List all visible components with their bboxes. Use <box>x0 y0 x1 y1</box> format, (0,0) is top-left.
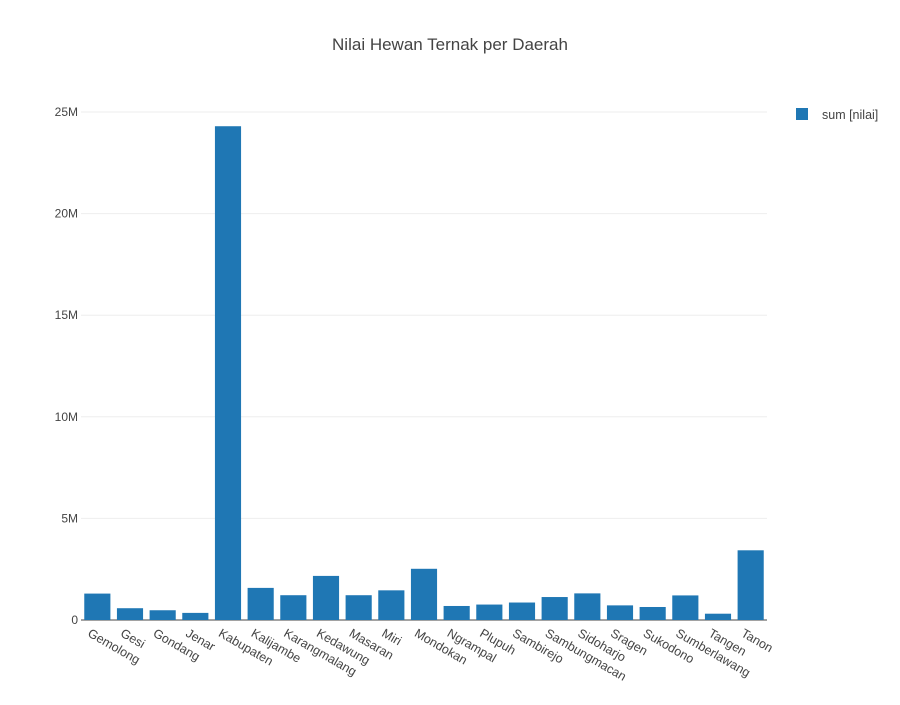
bars <box>84 126 764 620</box>
bar[interactable] <box>116 608 144 620</box>
bar[interactable] <box>737 550 764 620</box>
legend-swatch <box>796 108 808 120</box>
bar[interactable] <box>247 587 274 620</box>
bar[interactable] <box>704 613 732 620</box>
chart-title: Nilai Hewan Ternak per Daerah <box>332 35 568 54</box>
bar[interactable] <box>639 606 666 620</box>
bar[interactable] <box>508 602 536 620</box>
y-tick-label: 5M <box>61 511 78 525</box>
bar[interactable] <box>280 595 307 620</box>
bar[interactable] <box>149 610 176 620</box>
bar[interactable] <box>182 612 209 620</box>
bar[interactable] <box>541 597 568 620</box>
bar[interactable] <box>84 593 111 620</box>
y-tick-label: 10M <box>55 410 78 424</box>
y-axis-ticks: 0 5M 10M 15M 20M 25M <box>55 105 79 627</box>
legend[interactable]: sum [nilai] <box>796 108 878 122</box>
bar[interactable] <box>672 595 699 620</box>
bar[interactable] <box>606 605 634 620</box>
bar[interactable] <box>378 590 405 620</box>
bar[interactable] <box>574 593 601 620</box>
bar[interactable] <box>312 575 340 620</box>
legend-label: sum [nilai] <box>822 108 878 122</box>
y-tick-label: 0 <box>71 613 78 627</box>
y-tick-label: 25M <box>55 105 78 119</box>
y-tick-label: 15M <box>55 308 78 322</box>
bar[interactable] <box>476 604 503 620</box>
bar[interactable] <box>345 595 372 620</box>
y-tick-label: 20M <box>55 207 78 221</box>
bar[interactable] <box>410 568 438 620</box>
bar[interactable] <box>443 605 470 620</box>
bar[interactable] <box>214 126 242 620</box>
